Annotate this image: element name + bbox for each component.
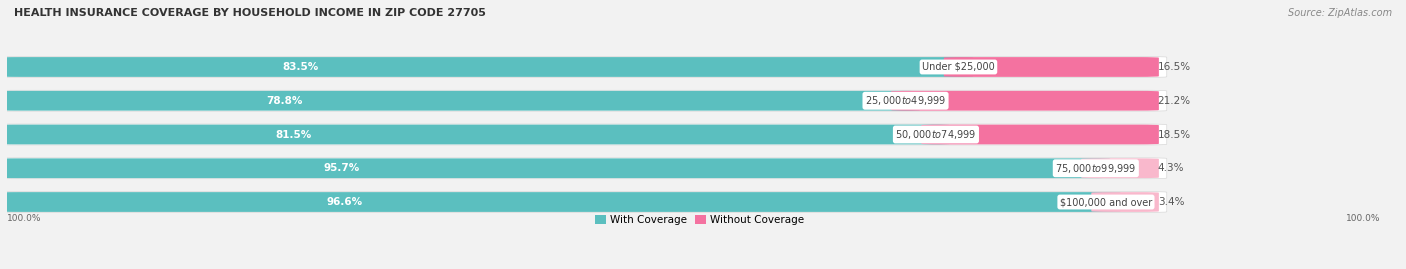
FancyBboxPatch shape (0, 57, 973, 77)
Text: $75,000 to $99,999: $75,000 to $99,999 (1056, 162, 1136, 175)
Text: 18.5%: 18.5% (1157, 129, 1191, 140)
FancyBboxPatch shape (921, 125, 1159, 144)
FancyBboxPatch shape (891, 91, 1159, 111)
Text: Under $25,000: Under $25,000 (922, 62, 995, 72)
Text: 3.4%: 3.4% (1157, 197, 1184, 207)
Text: $25,000 to $49,999: $25,000 to $49,999 (865, 94, 946, 107)
FancyBboxPatch shape (0, 192, 1121, 212)
FancyBboxPatch shape (0, 192, 1167, 213)
Text: $100,000 and over: $100,000 and over (1060, 197, 1152, 207)
Text: 78.8%: 78.8% (266, 96, 302, 106)
FancyBboxPatch shape (0, 56, 1167, 77)
Text: $50,000 to $74,999: $50,000 to $74,999 (896, 128, 977, 141)
Text: 21.2%: 21.2% (1157, 96, 1191, 106)
Legend: With Coverage, Without Coverage: With Coverage, Without Coverage (591, 211, 808, 229)
FancyBboxPatch shape (0, 91, 920, 111)
Text: 96.6%: 96.6% (326, 197, 363, 207)
FancyBboxPatch shape (1091, 192, 1159, 212)
FancyBboxPatch shape (1081, 158, 1159, 178)
Text: Source: ZipAtlas.com: Source: ZipAtlas.com (1288, 8, 1392, 18)
Text: 4.3%: 4.3% (1157, 163, 1184, 173)
Text: HEALTH INSURANCE COVERAGE BY HOUSEHOLD INCOME IN ZIP CODE 27705: HEALTH INSURANCE COVERAGE BY HOUSEHOLD I… (14, 8, 486, 18)
Text: 100.0%: 100.0% (7, 214, 42, 223)
FancyBboxPatch shape (0, 158, 1111, 178)
FancyBboxPatch shape (0, 158, 1167, 179)
FancyBboxPatch shape (0, 125, 950, 144)
Text: 100.0%: 100.0% (1346, 214, 1381, 223)
FancyBboxPatch shape (0, 124, 1167, 145)
FancyBboxPatch shape (0, 90, 1167, 111)
Text: 81.5%: 81.5% (276, 129, 312, 140)
Text: 83.5%: 83.5% (283, 62, 319, 72)
Text: 95.7%: 95.7% (323, 163, 360, 173)
Text: 16.5%: 16.5% (1157, 62, 1191, 72)
FancyBboxPatch shape (943, 57, 1159, 77)
